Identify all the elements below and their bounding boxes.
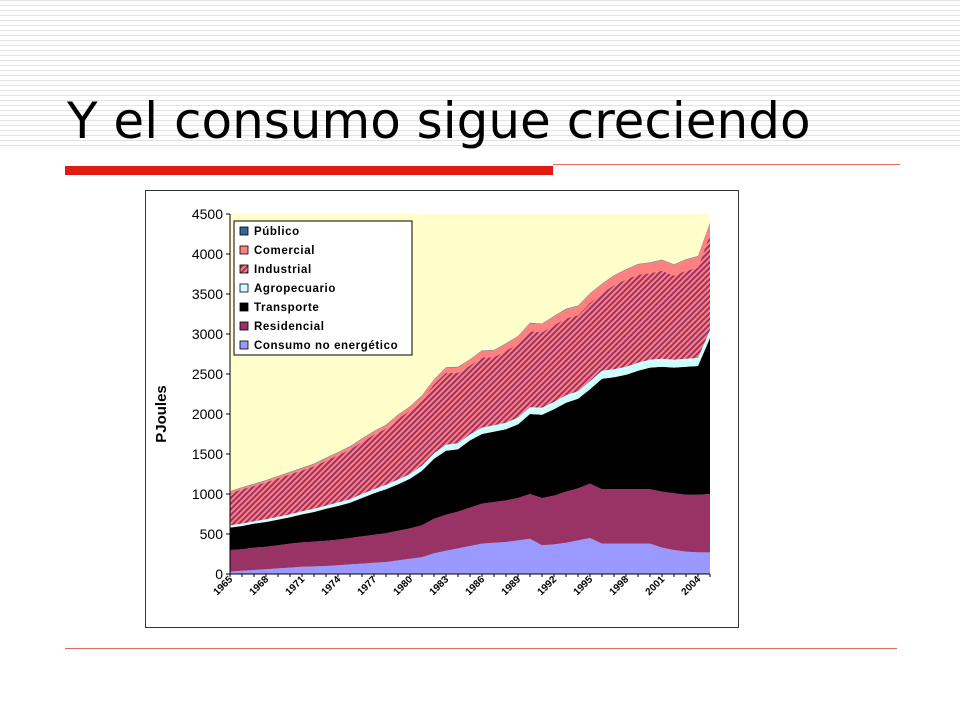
x-tick-label: 1974 bbox=[320, 574, 344, 598]
title-underline-red bbox=[65, 166, 553, 175]
x-tick-label: 2004 bbox=[680, 574, 704, 598]
slide-title: Y el consumo sigue creciendo bbox=[67, 92, 811, 150]
chart-frame: 0 500 1000 1500 2000 2500 3000 3500 4000 4500 PJou… bbox=[145, 190, 739, 628]
legend-swatch-consumo-no-energetico bbox=[239, 340, 249, 350]
x-tick-label: 1983 bbox=[428, 574, 452, 598]
x-tick-label: 1998 bbox=[608, 574, 632, 598]
legend-label-publico: Público bbox=[254, 226, 300, 238]
legend-label-comercial: Comercial bbox=[254, 245, 315, 257]
legend-label-residencial: Residencial bbox=[254, 321, 325, 333]
y-tick-label: 4000 bbox=[192, 246, 223, 262]
y-tick-label: 500 bbox=[200, 526, 224, 542]
x-tick-label: 1986 bbox=[464, 574, 488, 598]
legend-label-consumo-no-energetico: Consumo no energético bbox=[254, 340, 398, 352]
area-industrial bbox=[230, 234, 710, 526]
y-tick-label: 2000 bbox=[192, 406, 223, 422]
x-tick-label: 1992 bbox=[536, 574, 560, 598]
legend-box bbox=[233, 220, 413, 356]
legend-swatch-publico bbox=[239, 226, 249, 236]
legend-label-transporte: Transporte bbox=[254, 302, 319, 314]
x-tick-label: 2001 bbox=[644, 574, 668, 598]
legend-swatch-residencial bbox=[239, 321, 249, 331]
x-tick-label: 1968 bbox=[248, 574, 272, 598]
y-tick-label: 3000 bbox=[192, 326, 223, 342]
legend-swatch-industrial bbox=[239, 264, 249, 274]
y-tick-label: 3500 bbox=[192, 286, 223, 302]
y-tick-label: 4500 bbox=[192, 206, 223, 222]
title-underline-thin bbox=[553, 164, 900, 165]
legend-label-agropecuario: Agropecuario bbox=[254, 283, 336, 295]
y-tick-label: 0 bbox=[215, 566, 223, 582]
x-tick-label: 1995 bbox=[572, 574, 596, 598]
y-axis-label: PJoules bbox=[153, 385, 170, 443]
legend-swatch-comercial bbox=[239, 245, 249, 255]
y-tick-label: 1000 bbox=[192, 486, 223, 502]
x-tick-label: 1977 bbox=[356, 574, 380, 598]
y-tick-label: 1500 bbox=[192, 446, 223, 462]
energy-consumption-chart: 0 500 1000 1500 2000 2500 3000 3500 4000 4500 PJou… bbox=[153, 206, 711, 598]
area-consumo-no-energetico bbox=[230, 538, 710, 574]
area-transporte bbox=[230, 338, 710, 550]
y-tick-label: 2500 bbox=[192, 366, 223, 382]
x-tick-label: 1989 bbox=[500, 574, 524, 598]
x-tick-label: 1980 bbox=[392, 574, 416, 598]
area-residencial bbox=[230, 483, 710, 572]
legend-swatch-agropecuario bbox=[239, 283, 249, 293]
legend-label-industrial: Industrial bbox=[254, 264, 312, 276]
legend-swatch-transporte bbox=[239, 302, 249, 312]
x-tick-label: 1971 bbox=[284, 574, 308, 598]
footer-rule bbox=[65, 648, 897, 649]
